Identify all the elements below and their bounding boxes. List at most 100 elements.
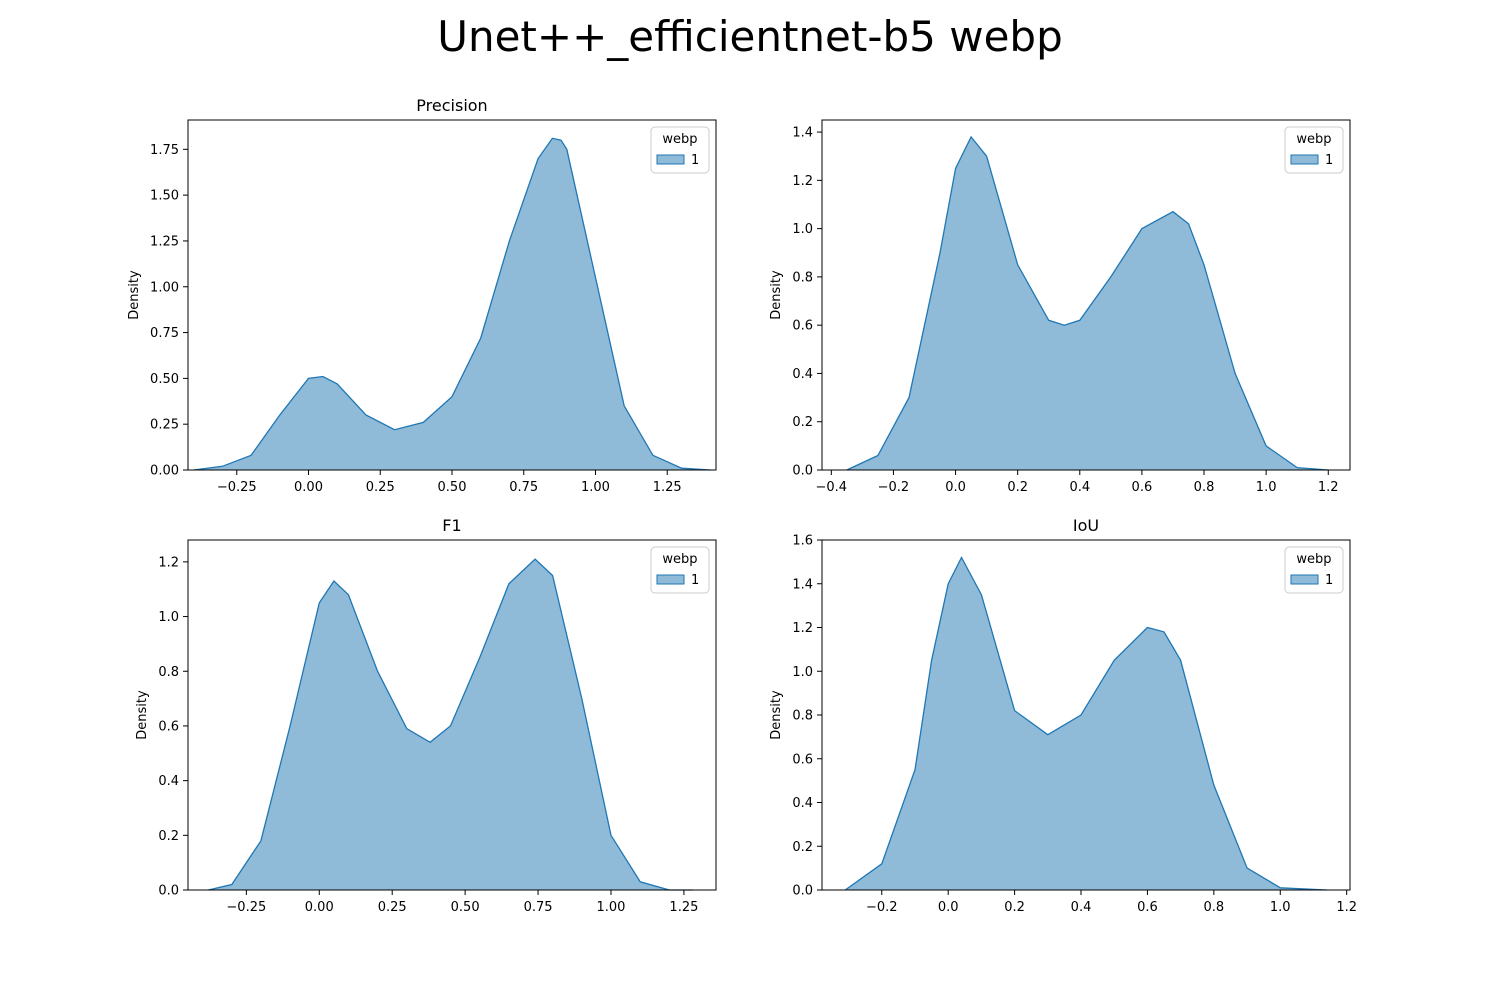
y-tick-label: 0.75 bbox=[150, 326, 179, 341]
x-tick-label: 0.25 bbox=[366, 480, 395, 495]
x-tick-label: 0.6 bbox=[1132, 480, 1153, 495]
x-tick-label: 0.4 bbox=[1069, 480, 1090, 495]
y-tick-label: 1.50 bbox=[150, 189, 179, 204]
x-tick-label: −0.2 bbox=[878, 480, 910, 495]
x-tick-label: 0.2 bbox=[1004, 900, 1025, 915]
subplot-title: Precision bbox=[416, 96, 487, 115]
axes-frame bbox=[187, 539, 717, 891]
x-tick-label: 0.4 bbox=[1071, 900, 1092, 915]
y-tick-label: 1.2 bbox=[792, 621, 813, 636]
y-tick-label: 0.25 bbox=[150, 418, 179, 433]
legend-title: webp bbox=[1296, 132, 1331, 147]
y-axis-label: Density bbox=[769, 690, 784, 740]
x-tick-label: 0.00 bbox=[294, 480, 323, 495]
legend: webp 1 bbox=[1284, 126, 1344, 174]
x-tick-label: 1.25 bbox=[653, 480, 682, 495]
y-tick-label: 1.6 bbox=[792, 534, 813, 549]
legend: webp 1 bbox=[1284, 546, 1344, 594]
x-tick-label: 0.8 bbox=[1204, 900, 1225, 915]
y-tick-label: 1.75 bbox=[150, 143, 179, 158]
y-tick-label: 1.00 bbox=[150, 280, 179, 295]
legend-swatch bbox=[1290, 154, 1319, 165]
y-tick-label: 0.0 bbox=[158, 884, 179, 899]
density-line bbox=[193, 137, 711, 471]
legend-entry-label: 1 bbox=[691, 573, 699, 588]
y-tick-label: 1.0 bbox=[792, 222, 813, 237]
density-area bbox=[193, 138, 711, 471]
density-area bbox=[846, 136, 1329, 470]
y-tick-label: 0.4 bbox=[158, 774, 179, 789]
x-tick-label: 0.2 bbox=[1007, 480, 1028, 495]
density-area bbox=[208, 559, 693, 890]
subplot-2: −0.4 −0.2 0.0 0.2 0.4 0.6 0.8 1.0 1.2 0.0 0.2 0.4 0.… bbox=[769, 119, 1351, 495]
subplot-1: −0.25 0.00 0.25 0.50 0.75 1.00 1.25 0.00 0.25 0.5… bbox=[127, 96, 717, 495]
legend-swatch bbox=[1290, 574, 1319, 585]
y-axis-label: Density bbox=[769, 270, 784, 320]
legend-title: webp bbox=[662, 132, 697, 147]
y-tick-label: 0.2 bbox=[792, 415, 813, 430]
x-tick-label: 0.0 bbox=[945, 480, 966, 495]
y-tick-label: 0.4 bbox=[792, 367, 813, 382]
y-tick-label: 0.6 bbox=[158, 719, 179, 734]
legend-title: webp bbox=[1296, 552, 1331, 567]
y-tick-label: 1.4 bbox=[792, 577, 813, 592]
x-tick-label: 0.75 bbox=[509, 480, 538, 495]
x-tick-label: 0.0 bbox=[938, 900, 959, 915]
y-tick-label: 0.0 bbox=[792, 884, 813, 899]
legend-swatch bbox=[656, 154, 685, 165]
y-tick-label: 1.25 bbox=[150, 234, 179, 249]
x-tick-label: 1.0 bbox=[1270, 900, 1291, 915]
y-axis-label: Density bbox=[127, 270, 142, 320]
y-axis-label: Density bbox=[135, 690, 150, 740]
y-tick-label: 0.00 bbox=[150, 464, 179, 479]
x-tick-label: 0.25 bbox=[378, 900, 407, 915]
legend-title: webp bbox=[662, 552, 697, 567]
x-tick-label: −0.25 bbox=[217, 480, 257, 495]
y-tick-label: 1.2 bbox=[158, 555, 179, 570]
x-tick-label: 0.6 bbox=[1137, 900, 1158, 915]
y-tick-label: 0.2 bbox=[792, 840, 813, 855]
density-line bbox=[208, 558, 693, 891]
axes-frame bbox=[821, 119, 1351, 471]
y-tick-label: 1.2 bbox=[792, 174, 813, 189]
legend-entry-label: 1 bbox=[1325, 153, 1333, 168]
subplot-3: −0.25 0.00 0.25 0.50 0.75 1.00 1.25 0.0 0.2 0.4 0.… bbox=[135, 516, 717, 915]
x-tick-label: 1.2 bbox=[1336, 900, 1357, 915]
x-tick-label: 1.00 bbox=[581, 480, 610, 495]
x-tick-label: 0.75 bbox=[524, 900, 553, 915]
subplot-4: −0.2 0.0 0.2 0.4 0.6 0.8 1.0 1.2 0.0 0.2 0.4 0.6 0.8… bbox=[769, 516, 1357, 915]
y-tick-label: 0.2 bbox=[158, 829, 179, 844]
y-tick-label: 0.50 bbox=[150, 372, 179, 387]
figure-title: Unet++_efficientnet-b5 webp bbox=[437, 12, 1063, 61]
x-tick-label: 1.2 bbox=[1318, 480, 1339, 495]
x-tick-label: −0.4 bbox=[816, 480, 848, 495]
x-tick-label: 0.8 bbox=[1194, 480, 1215, 495]
legend: webp 1 bbox=[650, 126, 710, 174]
y-tick-label: 1.0 bbox=[792, 665, 813, 680]
x-tick-label: −0.2 bbox=[866, 900, 898, 915]
subplot-title: IoU bbox=[1073, 516, 1099, 535]
x-tick-label: 1.0 bbox=[1256, 480, 1277, 495]
x-tick-label: 1.25 bbox=[669, 900, 698, 915]
y-tick-label: 0.6 bbox=[792, 319, 813, 334]
x-tick-label: 1.00 bbox=[597, 900, 626, 915]
legend-entry-label: 1 bbox=[1325, 573, 1333, 588]
density-line bbox=[844, 556, 1327, 891]
y-tick-label: 0.8 bbox=[158, 665, 179, 680]
x-tick-label: 0.50 bbox=[438, 480, 467, 495]
subplot-title: F1 bbox=[442, 516, 461, 535]
legend: webp 1 bbox=[650, 546, 710, 594]
y-tick-label: 0.8 bbox=[792, 709, 813, 724]
y-tick-label: 0.8 bbox=[792, 270, 813, 285]
x-tick-label: −0.25 bbox=[226, 900, 266, 915]
y-tick-label: 0.4 bbox=[792, 796, 813, 811]
y-tick-label: 1.0 bbox=[158, 610, 179, 625]
density-line bbox=[846, 135, 1329, 471]
legend-swatch bbox=[656, 574, 685, 585]
density-area bbox=[845, 557, 1327, 890]
legend-entry-label: 1 bbox=[691, 153, 699, 168]
y-tick-label: 0.6 bbox=[792, 752, 813, 767]
x-tick-label: 0.00 bbox=[305, 900, 334, 915]
x-tick-label: 0.50 bbox=[451, 900, 480, 915]
